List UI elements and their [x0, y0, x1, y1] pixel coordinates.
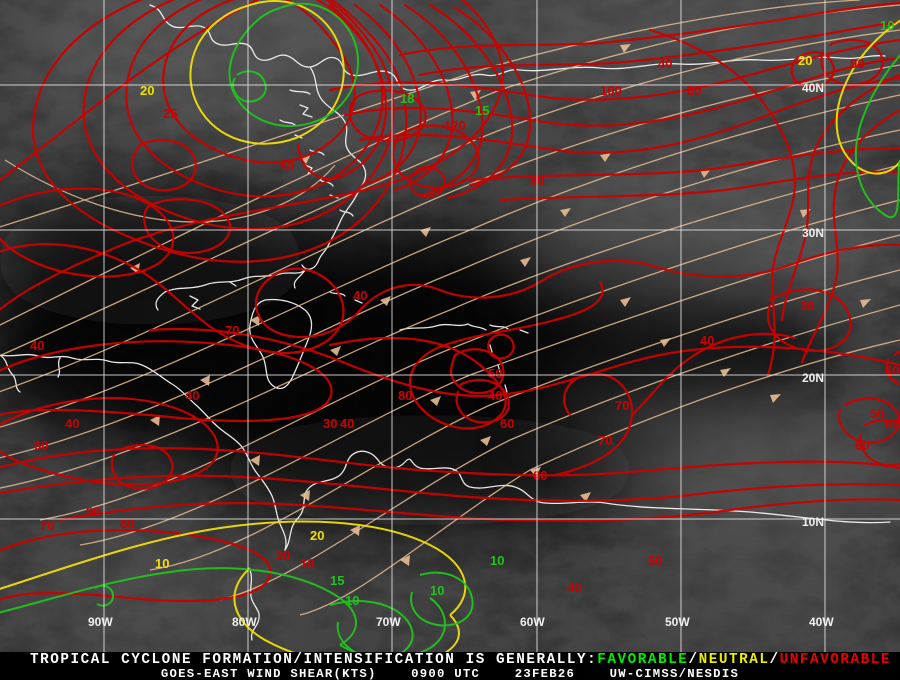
- svg-text:20: 20: [276, 548, 290, 563]
- svg-text:50: 50: [488, 366, 502, 381]
- svg-text:80W: 80W: [232, 615, 257, 629]
- svg-text:10: 10: [300, 556, 314, 571]
- svg-text:40W: 40W: [809, 615, 834, 629]
- svg-text:18: 18: [400, 91, 414, 106]
- svg-text:50W: 50W: [665, 615, 690, 629]
- svg-text:120: 120: [444, 118, 466, 133]
- svg-text:10: 10: [430, 583, 444, 598]
- svg-text:15: 15: [330, 573, 344, 588]
- svg-text:60: 60: [533, 468, 547, 483]
- svg-text:90: 90: [86, 504, 100, 519]
- svg-text:80: 80: [120, 516, 134, 531]
- svg-text:10: 10: [490, 553, 504, 568]
- svg-text:50: 50: [648, 553, 662, 568]
- svg-text:15: 15: [475, 103, 489, 118]
- svg-text:20N: 20N: [802, 371, 824, 385]
- svg-text:10: 10: [155, 556, 169, 571]
- svg-text:60: 60: [855, 438, 869, 453]
- svg-text:25: 25: [163, 106, 177, 121]
- svg-text:70: 70: [598, 433, 612, 448]
- svg-text:40: 40: [65, 416, 79, 431]
- svg-text:70W: 70W: [376, 615, 401, 629]
- svg-text:40: 40: [658, 56, 672, 71]
- svg-text:40: 40: [488, 388, 502, 403]
- svg-text:10N: 10N: [802, 515, 824, 529]
- svg-text:90W: 90W: [88, 615, 113, 629]
- svg-text:80: 80: [398, 388, 412, 403]
- svg-text:10: 10: [345, 593, 359, 608]
- svg-text:30: 30: [323, 416, 337, 431]
- svg-text:40: 40: [353, 288, 367, 303]
- svg-text:40: 40: [30, 338, 44, 353]
- svg-text:60: 60: [34, 438, 48, 453]
- svg-text:40: 40: [280, 158, 294, 173]
- svg-text:40: 40: [340, 416, 354, 431]
- svg-text:50: 50: [870, 406, 884, 421]
- svg-text:20: 20: [310, 528, 324, 543]
- svg-text:40N: 40N: [802, 81, 824, 95]
- svg-text:30: 30: [800, 298, 814, 313]
- svg-text:70: 70: [225, 323, 239, 338]
- svg-text:10: 10: [880, 18, 894, 33]
- svg-text:30: 30: [885, 363, 899, 378]
- svg-text:60: 60: [500, 416, 514, 431]
- svg-text:60W: 60W: [520, 615, 545, 629]
- svg-text:40: 40: [567, 580, 581, 595]
- svg-text:90: 90: [850, 56, 864, 71]
- svg-text:40: 40: [700, 333, 714, 348]
- svg-text:70: 70: [615, 398, 629, 413]
- svg-text:30N: 30N: [802, 226, 824, 240]
- svg-text:20: 20: [798, 53, 812, 68]
- svg-text:40: 40: [185, 388, 199, 403]
- svg-text:60: 60: [885, 416, 899, 431]
- svg-text:70: 70: [40, 518, 54, 533]
